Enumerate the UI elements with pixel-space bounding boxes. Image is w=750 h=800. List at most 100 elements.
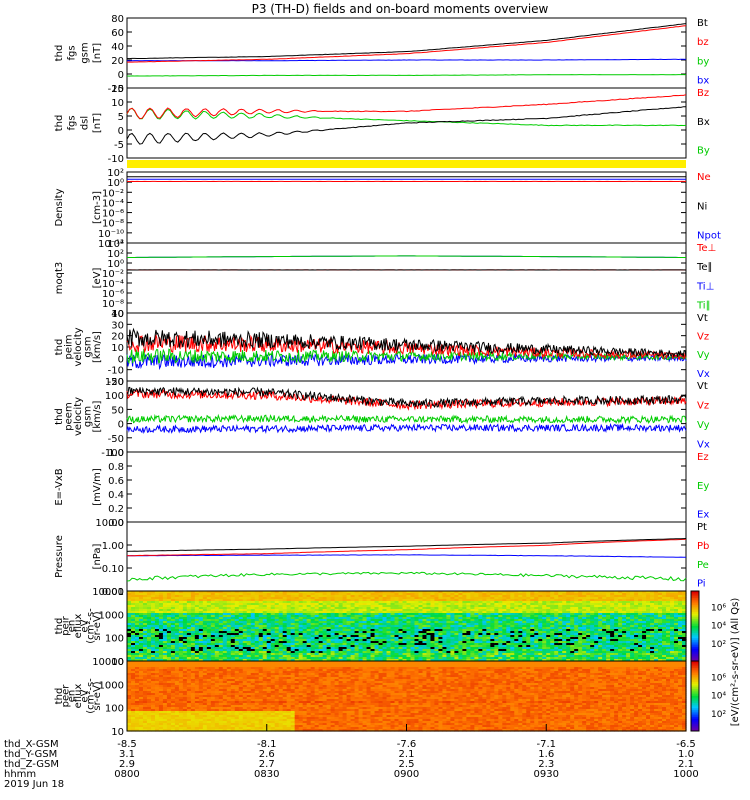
y-tick-label: 10000 (92, 657, 124, 668)
spectrogram-peir (126, 590, 687, 662)
y-tick-label: 100 (105, 634, 124, 645)
x-value: -8.1 (257, 739, 277, 750)
y-tick-label: 10 (111, 343, 124, 354)
y-axis-label: (cm²-s- (86, 608, 97, 644)
x-value: 2.1 (399, 749, 415, 760)
y-tick-label: 100 (105, 704, 124, 715)
y-tick-label: 0.0 (108, 518, 124, 529)
y-axis-label: eflux (73, 614, 84, 639)
y-tick-label: 10⁻¹⁰ (98, 229, 124, 240)
y-axis-label: moqt3 (54, 262, 65, 295)
y-tick-label: 10² (107, 168, 124, 179)
colorbar-frame (690, 660, 700, 732)
x-value: 1000 (673, 769, 698, 780)
x-value: 0930 (534, 769, 559, 780)
colorbar-tick-label: 10² (711, 640, 726, 650)
x-value: 2.6 (259, 749, 275, 760)
legend-pi: Pi (697, 579, 706, 590)
series-peem-velocity-vt (126, 386, 687, 409)
panel-frame (126, 451, 687, 523)
legend-vy: Vy (697, 420, 710, 431)
y-axis-label: gsm (83, 336, 94, 357)
y-tick-label: 10⁴ (107, 239, 124, 250)
legend-vx: Vx (697, 369, 710, 380)
y-axis-label: peir (60, 615, 71, 635)
x-value: 2.9 (119, 759, 135, 770)
x-value: 1.0 (678, 749, 694, 760)
y-tick-label: -50 (108, 434, 124, 445)
y-axis-label: thd (54, 688, 65, 705)
legend-ey: Ey (697, 481, 709, 492)
panel-frame (126, 171, 687, 244)
y-tick-label: 10² (107, 249, 124, 260)
series-peim-velocity-vx (126, 352, 687, 371)
y-tick-label: 0 (118, 70, 124, 81)
y-axis-label: [nPa] (92, 543, 103, 569)
panel-efield: 1.0 0.8 0.6 0.4 0.2 0.0 E=-VxB [mV/m] Ez Ey Ex (54, 448, 709, 529)
x-value: -6.5 (676, 739, 696, 750)
y-tick-label: 0.10 (102, 564, 124, 575)
y-axis-label: thd (54, 408, 65, 425)
y-tick-label: -20 (108, 84, 124, 95)
y-tick-label: 15 (111, 84, 124, 95)
y-tick-label: 50 (111, 405, 124, 416)
panel-frame (126, 242, 687, 314)
y-tick-label: 40 (111, 42, 124, 53)
y-tick-label: 10 (111, 657, 124, 668)
y-axis-label: [km/s] (92, 331, 103, 363)
y-axis-label: [mV/m] (92, 468, 103, 506)
panel-frame (126, 17, 687, 89)
y-tick-label: 0.6 (108, 476, 124, 487)
y-axis-label: fgs (67, 115, 78, 130)
y-tick-label: 10 (111, 727, 124, 738)
y-tick-label: -10 (108, 366, 124, 377)
y-axis-label: Pressure (54, 535, 65, 578)
y-tick-label: 60 (111, 28, 124, 39)
legend-vt: Vt (697, 313, 708, 324)
y-tick-label: 10⁻² (102, 269, 124, 280)
legend-pt: Pt (697, 522, 707, 533)
y-tick-label: 10⁻⁴ (102, 198, 124, 209)
x-value: 0900 (394, 769, 419, 780)
series-fgs-dsl-by (126, 107, 687, 127)
y-tick-label: 40 (111, 309, 124, 320)
y-tick-label: 1.0 (108, 448, 124, 459)
x-value: -7.1 (536, 739, 556, 750)
legend-bz: Bz (697, 88, 709, 99)
legend-bz: bz (697, 37, 709, 48)
y-tick-label: 20 (111, 332, 124, 343)
x-value: 2.3 (538, 759, 554, 770)
legend-vt: Vt (697, 381, 708, 392)
legend-pe: Pe (697, 560, 709, 571)
legend-vx: Vx (697, 440, 710, 451)
x-row-label: thd_X-GSM (4, 739, 59, 750)
y-tick-label: 150 (105, 377, 124, 388)
colorbar-tick-label: 10² (711, 710, 726, 720)
y-axis-label: sr-eV) (92, 681, 103, 710)
y-axis-label: thd (54, 618, 65, 635)
series-fgs-gsm-bz (126, 25, 687, 63)
legend-npot: Npot (697, 231, 721, 242)
y-tick-label: -10 (108, 154, 124, 165)
panel-frame (126, 87, 687, 159)
y-axis-label: thd (54, 339, 65, 356)
y-tick-label: 0 (118, 354, 124, 365)
y-axis-label: peem (64, 402, 75, 430)
y-tick-label: -20 (108, 377, 124, 388)
spectrogram-peer (126, 660, 687, 732)
y-axis-label: Density (54, 188, 65, 226)
legend-ni: Ni (697, 201, 707, 212)
colorbar-tick-label: 10⁴ (711, 692, 726, 702)
y-tick-label: 80 (111, 14, 124, 25)
panel-pressure: 10.00 1.00 0.10 0.01 Pressure [nPa] Pt Pb Pe Pi (54, 518, 709, 598)
colorbar-2: 10⁶ 10⁴ 10² (690, 660, 726, 732)
y-axis-label: (cm²-s- (86, 678, 97, 714)
date-label: 2019 Jun 18 (4, 779, 64, 790)
y-axis-label: eV (79, 619, 90, 632)
series-temperature-ti (127, 255, 686, 258)
y-tick-label: 10⁻² (102, 188, 124, 199)
legend-by: by (697, 56, 709, 67)
y-tick-label: 10⁻⁶ (102, 209, 124, 220)
